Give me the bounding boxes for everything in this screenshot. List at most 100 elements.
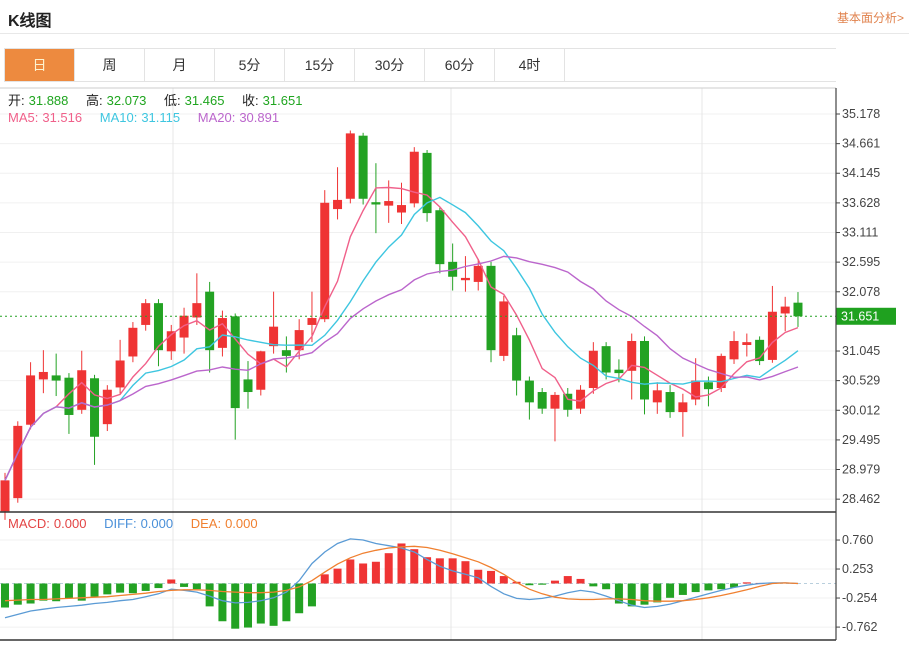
axis-tick-label: 28.462: [842, 492, 880, 506]
grid-layer: [0, 88, 836, 640]
ma5-line: [4, 186, 799, 481]
macd-bar: [141, 583, 150, 591]
axis-tick-label: 32.595: [842, 255, 880, 269]
current-price-badge-text: 31.651: [841, 309, 879, 323]
tab-30min[interactable]: 30分: [355, 49, 425, 81]
candle: [409, 151, 419, 204]
macd-bar: [333, 568, 342, 584]
axis-tick-label: 0.760: [842, 533, 873, 547]
macd-bar: [1, 583, 9, 608]
candle: [179, 315, 189, 338]
candle: [716, 355, 726, 389]
candle: [243, 379, 253, 393]
candle: [192, 303, 202, 318]
candle: [550, 394, 560, 409]
candles-layer: [0, 130, 803, 520]
macd-layer: [1, 538, 799, 629]
candle: [448, 261, 458, 277]
candle: [614, 369, 624, 374]
macd-bar: [614, 583, 623, 604]
macd-bar: [116, 583, 125, 593]
macd-bar: [205, 583, 214, 607]
axis-layer: 31.651 35.178 34.661 34.145 33.628 33.111 32.5…: [0, 87, 896, 641]
macd-bar: [423, 557, 432, 584]
candle: [230, 316, 240, 409]
macd-bar: [103, 583, 112, 595]
macd-bar: [192, 583, 201, 590]
tab-day[interactable]: 日: [5, 49, 75, 81]
candle: [396, 205, 406, 213]
tab-60min[interactable]: 60分: [425, 49, 495, 81]
candle: [460, 277, 470, 281]
candle: [256, 351, 266, 390]
tab-4hour[interactable]: 4时: [495, 49, 565, 81]
macd-bar: [397, 543, 406, 584]
tab-5min[interactable]: 5分: [215, 49, 285, 81]
macd-bar: [244, 583, 253, 628]
axis-tick-label: -0.762: [842, 620, 877, 634]
macd-bar: [282, 583, 291, 622]
macd-bar: [410, 549, 419, 584]
macd-bar: [717, 583, 726, 590]
candle: [128, 327, 138, 357]
candle: [269, 326, 279, 347]
axis-tick-label: 28.979: [842, 463, 880, 477]
tab-month[interactable]: 月: [145, 49, 215, 81]
macd-bar: [461, 561, 470, 584]
macd-bar: [666, 583, 675, 598]
current-price-badge: [836, 307, 896, 325]
macd-bar: [371, 561, 380, 584]
candle: [13, 425, 23, 499]
candle: [793, 302, 803, 317]
macd-bar: [269, 583, 278, 626]
candle: [665, 392, 675, 413]
tab-week[interactable]: 周: [75, 49, 145, 81]
candle: [26, 375, 36, 425]
candle: [742, 342, 752, 346]
axis-tick-label: 31.045: [842, 344, 880, 358]
axis-tick-label: 29.495: [842, 433, 880, 447]
axis-tick-label: 30.012: [842, 403, 880, 417]
candle: [0, 480, 10, 512]
macd-bar: [128, 583, 137, 594]
tab-15min[interactable]: 15分: [285, 49, 355, 81]
candle: [64, 377, 74, 415]
candle: [205, 291, 215, 351]
candle: [422, 152, 432, 214]
candle: [166, 331, 176, 352]
candle: [333, 199, 343, 210]
macd-bar: [742, 582, 751, 584]
macd-bar: [678, 583, 687, 595]
macd-bar: [487, 570, 496, 584]
candle: [767, 311, 777, 360]
axis-tick-label: 33.111: [842, 226, 878, 240]
macd-bar: [307, 583, 316, 607]
candle: [537, 392, 547, 409]
macd-bar: [154, 583, 163, 589]
macd-bar: [52, 583, 61, 602]
macd-bar: [346, 559, 355, 584]
macd-bar: [231, 583, 240, 629]
macd-bar: [256, 583, 265, 624]
candle: [77, 370, 87, 410]
candle: [499, 301, 509, 356]
macd-bar: [653, 583, 662, 603]
macd-bar: [384, 553, 393, 584]
candle: [371, 202, 381, 205]
macd-bar: [474, 569, 483, 584]
candle: [576, 389, 586, 409]
candle: [320, 202, 330, 320]
ma-lines-layer: [0, 186, 836, 481]
candle: [640, 340, 649, 400]
macd-bar: [704, 583, 713, 591]
header-bar: K线图 基本面分析>: [0, 0, 909, 34]
ma10-line: [4, 196, 799, 481]
candle: [51, 375, 61, 381]
period-tab-bar: 日 周 月 5分 15分 30分 60分 4时: [4, 48, 836, 82]
macd-bar: [691, 583, 700, 593]
fundamental-analysis-link[interactable]: 基本面分析>: [836, 11, 904, 25]
axis-tick-label: 30.529: [842, 374, 880, 388]
axis-tick-label: 35.178: [842, 107, 880, 121]
candle: [755, 339, 765, 362]
